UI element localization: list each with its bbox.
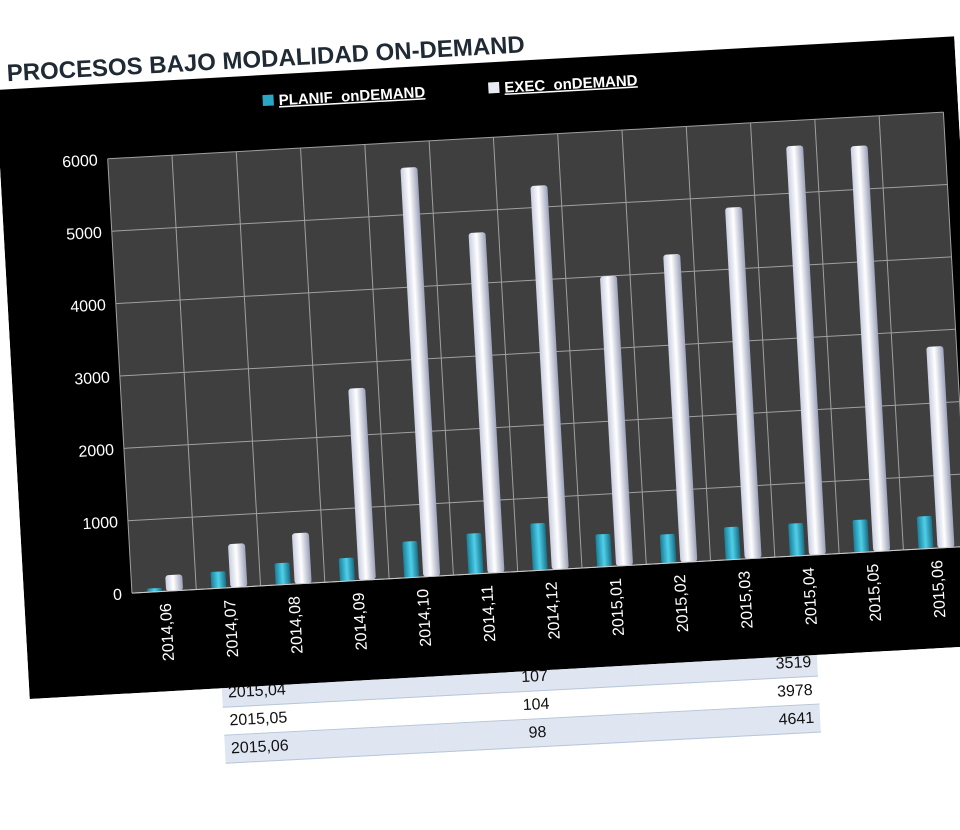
bar-planif-2015,06 bbox=[916, 515, 934, 550]
bar-exec-2015,04 bbox=[786, 145, 826, 556]
bar-planif-2015,03 bbox=[723, 526, 741, 560]
gridline-x bbox=[621, 130, 647, 565]
y-tick-label: 0 bbox=[113, 587, 123, 604]
y-tick-label: 1000 bbox=[82, 514, 119, 533]
gridline-y bbox=[119, 328, 956, 377]
gridline-x bbox=[428, 140, 454, 576]
legend-swatch-planif bbox=[262, 94, 274, 107]
gridline-x bbox=[814, 119, 840, 554]
bar-planif-2014,07 bbox=[210, 571, 227, 589]
y-tick-label: 3000 bbox=[74, 370, 111, 389]
legend-swatch-exec bbox=[488, 81, 500, 94]
bar-planif-2015,01 bbox=[595, 533, 613, 568]
gridline-y bbox=[123, 401, 960, 449]
gridline-x bbox=[300, 147, 326, 583]
gridline-x bbox=[171, 155, 197, 590]
x-tick-label: 2015,02 bbox=[672, 574, 692, 633]
bar-exec-2015,03 bbox=[725, 207, 762, 559]
gridline-x bbox=[942, 112, 960, 547]
bar-exec-2014,06 bbox=[165, 574, 183, 592]
bar-planif-2014,08 bbox=[274, 562, 291, 585]
bar-planif-2015,02 bbox=[659, 533, 677, 564]
bar-exec-2014,10 bbox=[400, 167, 441, 577]
bar-exec-2015,01 bbox=[600, 275, 633, 566]
x-tick-label: 2014,07 bbox=[222, 599, 242, 658]
x-tick-label: 2015,06 bbox=[929, 560, 949, 619]
x-tick-label: 2015,05 bbox=[865, 563, 885, 622]
bar-exec-2015,06 bbox=[926, 346, 955, 548]
gridline-x bbox=[492, 137, 519, 572]
x-tick-label: 2015,03 bbox=[736, 570, 756, 629]
gridline-x bbox=[685, 126, 712, 561]
x-axis: 2014,06 2014,07 2014,08 2014,09 2014,10 2014,… bbox=[131, 545, 960, 662]
x-axis-line bbox=[131, 545, 960, 594]
bar-chart: PROCESOS BAJO MODALIDAD ON-DEMAND PLANIF… bbox=[0, 31, 960, 700]
bar-planif-2015,04 bbox=[788, 523, 805, 557]
bar-planif-2014,10 bbox=[402, 540, 420, 578]
x-tick-label: 2014,06 bbox=[158, 603, 178, 662]
bar-exec-2014,09 bbox=[348, 387, 376, 581]
x-tick-label: 2014,10 bbox=[415, 588, 435, 647]
bar-planif-2014,12 bbox=[530, 522, 548, 571]
bar-exec-2014,11 bbox=[468, 232, 505, 574]
gridline-y bbox=[111, 183, 948, 232]
x-tick-label: 2014,11 bbox=[479, 585, 499, 643]
x-tick-label: 2014,12 bbox=[543, 581, 563, 640]
x-tick-label: 2014,09 bbox=[351, 592, 371, 651]
chart-region: PROCESOS BAJO MODALIDAD ON-DEMAND PLANIF… bbox=[0, 6, 960, 700]
gridline-x bbox=[235, 151, 262, 586]
gridline-y bbox=[115, 256, 952, 305]
bar-exec-2014,07 bbox=[228, 543, 248, 588]
gridline-y bbox=[107, 111, 944, 160]
bar-exec-2015,05 bbox=[850, 145, 891, 552]
y-tick-label: 5000 bbox=[66, 225, 103, 244]
bar-planif-2015,05 bbox=[852, 519, 870, 553]
bar-exec-2014,12 bbox=[530, 185, 569, 570]
y-tick-label: 6000 bbox=[62, 152, 99, 171]
x-tick-label: 2015,01 bbox=[608, 578, 628, 637]
gridline-x bbox=[107, 158, 133, 594]
x-tick-label: 2014,08 bbox=[286, 595, 306, 654]
bars bbox=[147, 145, 955, 593]
y-tick-label: 4000 bbox=[70, 297, 107, 316]
bar-planif-2014,11 bbox=[466, 533, 484, 575]
gridline-x bbox=[557, 133, 583, 568]
x-tick-label: 2015,04 bbox=[801, 567, 821, 626]
bar-exec-2014,08 bbox=[292, 532, 312, 584]
gridline-x bbox=[364, 144, 390, 579]
y-tick-label: 2000 bbox=[78, 442, 115, 461]
gridline-x bbox=[878, 115, 904, 551]
bar-planif-2014,06 bbox=[147, 587, 163, 593]
y-axis: 0 1000 2000 3000 4000 5000 6000 bbox=[62, 152, 123, 604]
bar-planif-2014,09 bbox=[338, 557, 355, 582]
bar-exec-2015,02 bbox=[663, 254, 698, 563]
gridline-y bbox=[127, 473, 960, 522]
gridline-x bbox=[750, 122, 776, 558]
